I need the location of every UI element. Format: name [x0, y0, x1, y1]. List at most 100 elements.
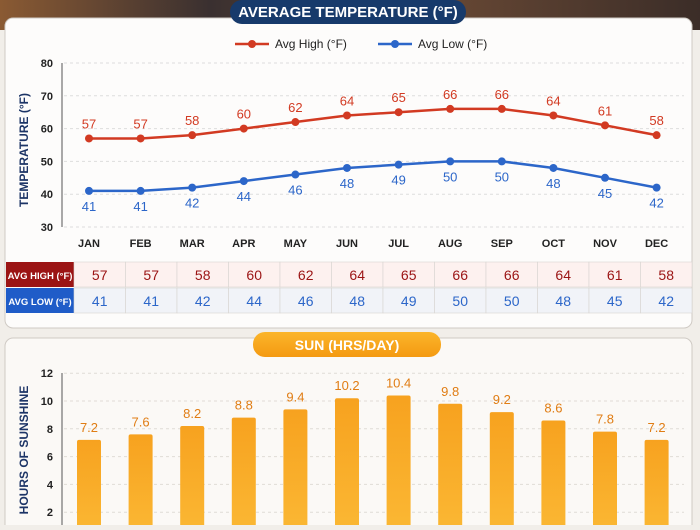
y-axis-label: TEMPERATURE (°F): [17, 93, 31, 207]
data-label: 44: [237, 189, 251, 204]
bar-label: 8.6: [544, 400, 562, 415]
bar-jun: [335, 398, 359, 530]
data-label: 64: [546, 93, 560, 108]
x-tick-label: MAR: [180, 238, 205, 250]
legend-label: Avg Low (°F): [418, 37, 487, 51]
title-pill: [253, 332, 441, 357]
bar-aug: [438, 403, 463, 530]
table-cell-value: 57: [92, 267, 108, 283]
data-point: [549, 111, 558, 120]
table-cell: [485, 287, 538, 314]
data-label: 57: [82, 116, 96, 131]
data-point: [85, 134, 93, 143]
y-tick-label: 6: [47, 452, 53, 464]
table-cell-value: 66: [504, 267, 520, 283]
bar-label: 7.2: [648, 420, 666, 435]
bar-label: 8.8: [235, 398, 253, 413]
table-cell-value: 62: [298, 267, 314, 283]
y-tick-label: 2: [47, 507, 53, 519]
data-point: [136, 134, 145, 143]
data-label: 42: [649, 196, 663, 211]
table-cell-value: 41: [92, 293, 108, 309]
x-tick-label: FEB: [130, 238, 152, 250]
y-tick-label: 4: [47, 479, 54, 491]
bar-oct: [541, 420, 566, 530]
y-tick-label: 60: [41, 124, 53, 136]
table-cell: [125, 261, 178, 288]
data-label: 41: [133, 199, 147, 214]
table-cell: [176, 261, 229, 288]
bar-apr: [231, 417, 256, 530]
legend-marker-0: [248, 40, 256, 48]
data-label: 45: [598, 186, 612, 201]
bar-nov: [593, 431, 617, 530]
table-cell: [434, 287, 487, 314]
data-label: 62: [288, 100, 302, 115]
table-cell-value: 42: [658, 293, 674, 309]
bar-jul: [386, 395, 411, 530]
table-cell: [537, 287, 590, 314]
y-tick-label: 50: [41, 156, 53, 168]
y-tick-label: 10: [41, 396, 53, 408]
data-point: [497, 104, 506, 113]
table-cell-value: 64: [555, 267, 571, 283]
y-tick-label: 8: [47, 424, 53, 436]
table-cell-value: 42: [195, 293, 211, 309]
table-row-header: [6, 288, 74, 313]
data-label: 58: [185, 113, 199, 128]
table-cell-value: 44: [246, 293, 262, 309]
data-point: [239, 124, 248, 133]
series-line-low: [89, 160, 657, 193]
table-row-label: AVG HIGH (°F): [8, 271, 73, 282]
bar-label: 7.2: [80, 420, 98, 435]
y-tick-label: 12: [41, 368, 53, 380]
data-point: [136, 186, 145, 195]
x-tick-label: NOV: [593, 238, 618, 250]
data-label: 49: [391, 173, 405, 188]
data-label: 42: [185, 196, 199, 211]
bar-feb: [128, 434, 153, 530]
bar-jan: [77, 439, 101, 530]
table-cell: [485, 261, 538, 288]
data-point: [291, 118, 300, 127]
table-cell-value: 58: [658, 267, 674, 283]
title-pill: [230, 0, 466, 24]
x-tick-label: OCT: [542, 238, 566, 250]
bar-label: 7.6: [132, 414, 150, 429]
table-cell-value: 60: [246, 267, 262, 283]
table-cell-value: 65: [401, 267, 417, 283]
data-label: 61: [598, 103, 612, 118]
table-cell: [382, 287, 435, 314]
data-label: 66: [495, 87, 509, 102]
data-label: 57: [133, 116, 147, 131]
x-tick-label: AUG: [438, 238, 462, 250]
x-tick-label: SEP: [491, 238, 513, 250]
bar-may: [283, 409, 308, 530]
data-point: [343, 111, 351, 120]
table-cell-value: 66: [452, 267, 468, 283]
data-label: 58: [649, 113, 663, 128]
x-tick-label: APR: [232, 238, 255, 250]
table-cell: [73, 261, 126, 288]
y-tick-label: 70: [41, 91, 53, 103]
data-label: 41: [82, 199, 96, 214]
table-cell-value: 50: [504, 293, 520, 309]
bar-label: 8.2: [183, 406, 201, 421]
bar-mar: [180, 426, 205, 530]
table-cell-value: 61: [607, 267, 623, 283]
table-cell-value: 58: [195, 267, 211, 283]
data-point: [188, 131, 197, 140]
table-cell-value: 64: [349, 267, 365, 283]
data-point: [343, 163, 351, 172]
bar-dec: [644, 439, 669, 530]
data-label: 66: [443, 87, 457, 102]
data-point: [239, 177, 248, 186]
table-cell-value: 49: [401, 293, 417, 309]
x-tick-label: JUL: [388, 238, 409, 250]
table-cell: [588, 261, 641, 288]
data-label: 50: [495, 169, 509, 184]
bar-label: 10.2: [334, 378, 359, 393]
table-cell: [125, 287, 178, 314]
data-point: [394, 108, 403, 117]
